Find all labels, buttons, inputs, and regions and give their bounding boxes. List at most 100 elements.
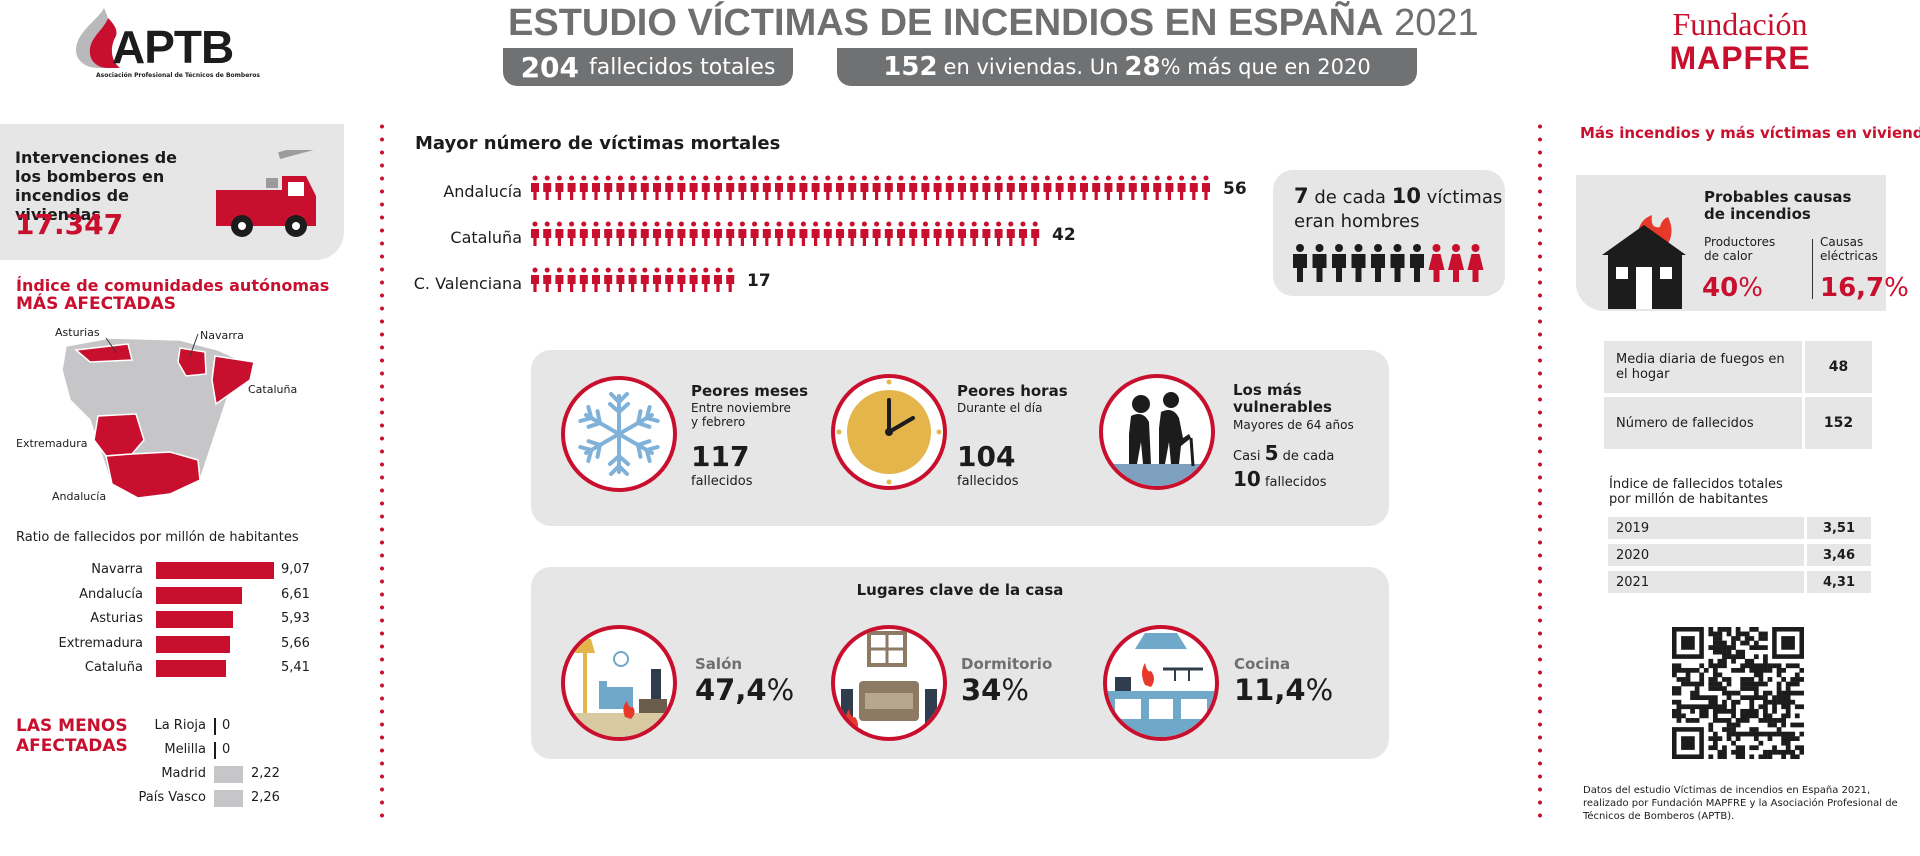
person-icon [958,221,966,246]
person-icon [616,267,625,292]
home-deaths-banner: 152 en viviendas. Un 28 % más que en 202… [837,48,1417,86]
qr-code[interactable] [1672,627,1804,759]
kitchen-icon [1107,633,1215,737]
person-icon [1104,175,1113,200]
home-deaths-mid: en viviendas. Un [943,55,1119,79]
person-icon [909,175,918,200]
place-pct-dormitorio-value: 34 [961,673,1002,707]
index-row: 2019 3,51 [1608,517,1871,539]
person-icon [750,175,759,200]
person-icon [836,221,844,246]
place-pct-salon-unit: % [766,673,795,707]
elderly-circle [1099,374,1215,490]
person-icon [555,221,564,246]
right-title: Más incendios y más víctimas en vivienda… [1580,124,1920,142]
interventions-panel: Intervenciones de los bomberos en incend… [0,124,344,260]
place-pct-cocina: 11,4% [1234,673,1333,707]
least-row-bar [214,718,216,735]
person-icon [823,175,832,200]
index-value: 3,46 [1807,544,1871,566]
stat-label-daily: Media diaria de fuegos en el hogar [1604,341,1802,393]
person-icon [921,175,930,200]
place-name-dormitorio: Dormitorio [961,655,1053,673]
index-title: Índice de fallecidos totales por millón … [1609,477,1783,507]
person-icon [762,221,771,246]
person-icon [848,175,857,200]
burning-house-icon [1602,215,1686,309]
months-unit: fallecidos [691,474,753,489]
person-icon [775,221,783,246]
region-label: Cataluña [450,228,522,247]
man-icon [1390,244,1405,282]
least-row-bar [214,742,216,759]
person-icon [897,175,905,200]
least-row-value: 2,22 [251,766,280,781]
vulnerable-number: 5 [1264,441,1279,465]
causes-panel: Probables causas de incendios Productore… [1576,175,1909,311]
person-icon [701,175,710,200]
woman-icon [1428,244,1445,282]
person-icon [872,175,881,200]
men-victims-text: 7 de cada 10 víctimas eran hombres [1294,184,1502,234]
least-row-value: 0 [222,742,231,757]
stat-value-daily: 48 [1805,341,1872,393]
index-year: 2020 [1608,544,1804,566]
person-icon [543,267,552,292]
hours-unit: fallecidos [957,474,1019,489]
person-icon [970,221,979,246]
man-icon [1351,244,1366,282]
person-icon [531,221,539,246]
person-icon [860,175,869,200]
person-icon [1189,175,1198,200]
person-icon [860,221,869,246]
top-row-bar [156,586,242,604]
person-icon [1080,175,1088,200]
top-row-bar [156,562,274,579]
person-icon [665,221,674,246]
months-subtitle: Entre noviembre y febrero [691,401,791,429]
person-icon [799,175,808,200]
cause2-value: 16,7 [1820,273,1885,303]
person-icon [677,175,686,200]
aptb-logo: APTB Asociación Profesional de Técnicos … [68,6,268,82]
woman-icon [1467,244,1484,282]
person-icon [872,221,881,246]
top-row-label: Navarra [91,562,143,577]
place-pct-cocina-value: 11,4 [1234,673,1306,707]
person-icon [628,175,637,200]
footnote: Datos del estudio Víctimas de incendios … [1583,785,1898,822]
top-row-bar [156,660,226,677]
top-row-label: Cataluña [84,660,143,675]
person-icon [714,267,722,292]
person-icon [994,175,1003,200]
person-icon [1019,175,1027,200]
person-icon [1128,175,1137,200]
person-icon [579,175,588,200]
least-row-label: La Rioja [154,718,206,733]
person-icon [579,267,588,292]
person-icon [531,175,539,200]
person-icon [726,175,735,200]
map-andalucia [105,451,201,499]
person-icon [945,175,954,200]
person-icon [1067,175,1076,200]
person-icon [714,221,722,246]
person-icon [884,221,893,246]
vulnerable-mid: de cada [1282,449,1335,464]
left-dotted-divider [380,120,384,820]
places-title: Lugares clave de la casa [856,581,1064,599]
vulnerable-stat: Casi 5 de cada 10 fallecidos [1233,442,1334,494]
clock-icon [836,379,942,485]
person-icon [640,267,649,292]
vulnerable-number-2: 10 [1233,467,1261,491]
top-row-value: 5,93 [281,611,310,626]
vulnerable-subtitle: Mayores de 64 años [1233,418,1354,432]
least-row-bar [214,790,243,807]
person-icon [640,221,649,246]
mapfre-logo-top: Fundación [1672,6,1808,42]
region-label: Andalucía [443,182,522,201]
places-panel: Lugares clave de la casa Salón 47,4% [531,567,1389,759]
index-value: 3,51 [1807,517,1871,539]
map-label-cataluna: Cataluña [248,383,298,396]
top-row-bar [156,635,230,653]
